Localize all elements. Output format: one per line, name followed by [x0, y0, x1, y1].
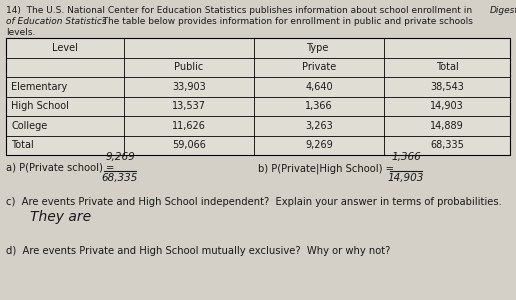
Text: Elementary: Elementary	[11, 82, 67, 92]
Text: College: College	[11, 121, 47, 131]
Text: 14,903: 14,903	[388, 173, 424, 183]
Text: of Education Statistics: of Education Statistics	[6, 17, 107, 26]
Text: 14,889: 14,889	[430, 121, 464, 131]
Text: 68,335: 68,335	[430, 140, 464, 150]
Text: 14,903: 14,903	[430, 101, 464, 111]
Text: a) P(Private school) =: a) P(Private school) =	[6, 163, 115, 173]
Text: Public: Public	[174, 62, 204, 72]
Text: 38,543: 38,543	[430, 82, 464, 92]
Text: Digest: Digest	[490, 6, 516, 15]
Text: Level: Level	[52, 43, 78, 53]
Text: Total: Total	[436, 62, 458, 72]
Text: levels.: levels.	[6, 28, 36, 37]
Text: 9,269: 9,269	[105, 152, 135, 162]
Text: 68,335: 68,335	[102, 173, 138, 183]
Text: 14)  The U.S. National Center for Education Statistics publishes information abo: 14) The U.S. National Center for Educati…	[6, 6, 475, 15]
Text: 3,263: 3,263	[305, 121, 333, 131]
Text: 9,269: 9,269	[305, 140, 333, 150]
Text: 11,626: 11,626	[172, 121, 206, 131]
Text: c)  Are events Private and High School independent?  Explain your answer in term: c) Are events Private and High School in…	[6, 197, 502, 207]
Text: b) P(Private|High School) =: b) P(Private|High School) =	[258, 163, 394, 173]
Text: They are: They are	[30, 210, 91, 224]
Text: 1,366: 1,366	[391, 152, 421, 162]
Text: Type: Type	[306, 43, 328, 53]
Text: .  The table below provides information for enrollment in public and private sch: . The table below provides information f…	[94, 17, 473, 26]
Text: 1,366: 1,366	[305, 101, 333, 111]
Text: High School: High School	[11, 101, 69, 111]
Bar	[6, 38, 510, 155]
Text: 4,640: 4,640	[305, 82, 333, 92]
Text: 59,066: 59,066	[172, 140, 206, 150]
Bar	[6, 38, 510, 155]
Text: 13,537: 13,537	[172, 101, 206, 111]
Text: 33,903: 33,903	[172, 82, 206, 92]
Text: d)  Are events Private and High School mutually exclusive?  Why or why not?: d) Are events Private and High School mu…	[6, 246, 391, 256]
Text: Total: Total	[11, 140, 34, 150]
Text: Private: Private	[302, 62, 336, 72]
